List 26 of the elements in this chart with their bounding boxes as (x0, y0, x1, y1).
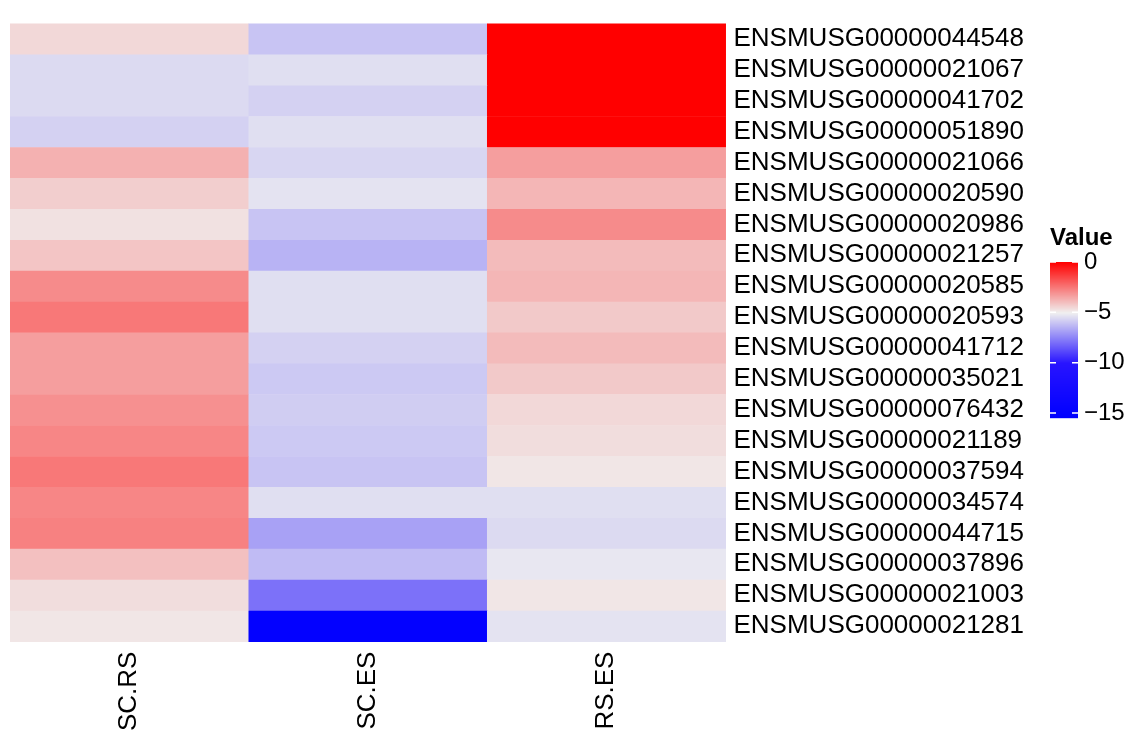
y-tick-label: ENSMUSG00000076432 (733, 392, 1025, 423)
y-tick-label: ENSMUSG00000044548 (733, 22, 1025, 53)
x-tick-label: SC.RS (112, 651, 143, 732)
y-tick-label: ENSMUSG00000020590 (733, 176, 1025, 207)
y-tick-label: ENSMUSG00000041712 (733, 331, 1025, 362)
y-tick-label: ENSMUSG00000021281 (733, 609, 1025, 640)
y-tick-label: ENSMUSG00000020593 (733, 300, 1025, 331)
y-tick-label: ENSMUSG00000021067 (733, 53, 1025, 84)
y-tick-label: ENSMUSG00000021257 (733, 238, 1025, 269)
y-tick-label: ENSMUSG00000035021 (733, 362, 1025, 393)
x-tick-label: SC.ES (350, 651, 381, 730)
y-tick-label: ENSMUSG00000037896 (733, 547, 1025, 578)
y-tick-label: ENSMUSG00000021189 (733, 423, 1023, 454)
color-bar-label: −10 (1084, 347, 1125, 375)
y-tick-label: ENSMUSG00000034574 (733, 485, 1025, 516)
y-tick-label: ENSMUSG00000041702 (733, 84, 1025, 115)
y-tick-label: ENSMUSG00000020986 (733, 207, 1025, 238)
y-tick-label: ENSMUSG00000021066 (733, 145, 1025, 176)
y-tick-label: ENSMUSG00000021003 (733, 578, 1025, 609)
color-bar-label: −5 (1084, 296, 1112, 324)
y-tick-label: ENSMUSG00000037594 (733, 454, 1025, 485)
y-tick-label: ENSMUSG00000051890 (733, 114, 1025, 145)
y-tick-label: ENSMUSG00000020585 (733, 269, 1025, 300)
x-tick-label: RS.ES (589, 651, 620, 730)
color-bar-label: −15 (1084, 397, 1125, 425)
y-tick-label: ENSMUSG00000044715 (733, 516, 1025, 547)
